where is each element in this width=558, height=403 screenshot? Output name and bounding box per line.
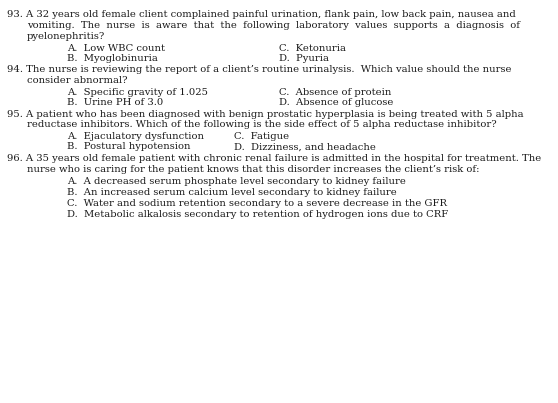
Text: D.  Metabolic alkalosis secondary to retention of hydrogen ions due to CRF: D. Metabolic alkalosis secondary to rete… [67,210,448,219]
Text: A.  Low WBC count: A. Low WBC count [67,44,165,52]
Text: D.  Pyuria: D. Pyuria [279,54,329,62]
Text: 96. A 35 years old female patient with chronic renal failure is admitted in the : 96. A 35 years old female patient with c… [7,154,541,163]
Text: B.  Postural hypotension: B. Postural hypotension [67,142,190,151]
Text: A.  Ejaculatory dysfunction: A. Ejaculatory dysfunction [67,132,204,141]
Text: A.  A decreased serum phosphate level secondary to kidney failure: A. A decreased serum phosphate level sec… [67,177,406,186]
Text: C.  Fatigue: C. Fatigue [234,132,290,141]
Text: C.  Ketonuria: C. Ketonuria [279,44,346,52]
Text: consider abnormal?: consider abnormal? [27,76,127,85]
Text: 93. A 32 years old female client complained painful urination, flank pain, low b: 93. A 32 years old female client complai… [7,10,516,19]
Text: vomiting.  The  nurse  is  aware  that  the  following  laboratory  values  supp: vomiting. The nurse is aware that the fo… [27,21,520,30]
Text: C.  Absence of protein: C. Absence of protein [279,88,391,97]
Text: pyelonephritis?: pyelonephritis? [27,32,105,41]
Text: D.  Absence of glucose: D. Absence of glucose [279,98,393,107]
Text: nurse who is caring for the patient knows that this disorder increases the clien: nurse who is caring for the patient know… [27,165,479,174]
Text: B.  An increased serum calcium level secondary to kidney failure: B. An increased serum calcium level seco… [67,188,397,197]
Text: C.  Water and sodium retention secondary to a severe decrease in the GFR: C. Water and sodium retention secondary … [67,199,447,208]
Text: B.  Urine PH of 3.0: B. Urine PH of 3.0 [67,98,163,107]
Text: B.  Myoglobinuria: B. Myoglobinuria [67,54,158,62]
Text: D.  Dizziness, and headache: D. Dizziness, and headache [234,142,376,151]
Text: A.  Specific gravity of 1.025: A. Specific gravity of 1.025 [67,88,208,97]
Text: 95. A patient who has been diagnosed with benign prostatic hyperplasia is being : 95. A patient who has been diagnosed wit… [7,110,523,118]
Text: reductase inhibitors. Which of the following is the side effect of 5 alpha reduc: reductase inhibitors. Which of the follo… [27,120,497,129]
Text: 94. The nurse is reviewing the report of a client’s routine urinalysis.  Which v: 94. The nurse is reviewing the report of… [7,65,511,74]
